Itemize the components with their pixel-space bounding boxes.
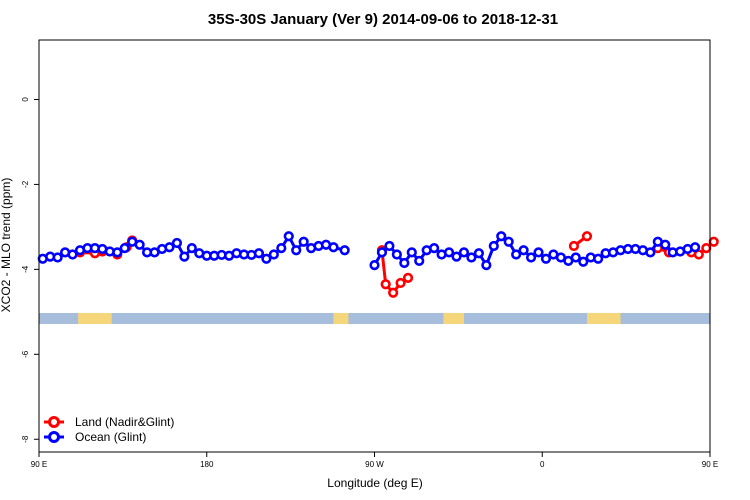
land-band-segment [443, 313, 464, 324]
data-point [52, 252, 63, 263]
y-axis: 0 -2 -4 -6 -8 [21, 97, 39, 443]
chart-title: 35S-30S January (Ver 9) 2014-09-06 to 20… [208, 11, 558, 28]
data-point [466, 252, 477, 263]
series-layer [37, 231, 719, 298]
data-point [488, 240, 499, 252]
data-point [399, 257, 410, 269]
data-point [186, 243, 197, 254]
data-point [429, 243, 440, 254]
x-tick-label: 0 [540, 460, 545, 469]
data-point [689, 242, 701, 253]
data-point [179, 251, 190, 262]
data-point [388, 287, 399, 298]
legend: Land (Nadir&Glint) Ocean (Glint) [44, 415, 174, 444]
y-tick-label: -4 [21, 265, 30, 273]
data-point [171, 237, 183, 249]
data-point [568, 240, 580, 252]
data-point [384, 240, 395, 252]
data-point [261, 253, 272, 264]
y-tick-label: -6 [21, 350, 30, 358]
data-point [511, 249, 522, 260]
data-point [701, 243, 712, 254]
land-band-segment [586, 313, 621, 324]
data-point [164, 242, 175, 253]
y-tick-label: -2 [21, 180, 30, 188]
data-point [451, 251, 462, 262]
y-axis-label: XCO2 - MLO trend (ppm) [0, 178, 13, 313]
y-tick-label: 0 [21, 97, 30, 102]
x-axis: 90 E 180 90 W 0 90 E [31, 452, 718, 469]
data-point [443, 247, 455, 258]
data-point [593, 253, 604, 264]
data-point [291, 245, 302, 256]
data-point [339, 245, 350, 256]
x-tick-label: 90 W [365, 460, 384, 469]
legend-land-label: Land (Nadir&Glint) [75, 415, 174, 429]
data-point [283, 231, 294, 242]
legend-ocean-label: Ocean (Glint) [75, 430, 146, 444]
data-point [112, 247, 123, 258]
data-point [253, 248, 265, 259]
x-tick-label: 180 [200, 460, 214, 469]
data-point [518, 245, 529, 256]
data-point [268, 249, 279, 260]
data-point [481, 260, 492, 271]
data-point [376, 247, 388, 258]
data-point [496, 231, 507, 242]
series-ocean [37, 231, 701, 271]
data-point [134, 239, 145, 250]
data-point [276, 243, 287, 254]
y-tick-label: -8 [21, 435, 30, 443]
data-point [645, 247, 656, 258]
data-point [540, 253, 552, 264]
data-point [119, 243, 130, 254]
land-band-segment [333, 313, 349, 324]
data-point [458, 247, 470, 258]
x-tick-label: 90 E [702, 460, 718, 469]
data-point [503, 236, 514, 247]
data-point [298, 236, 309, 247]
data-point [391, 249, 402, 260]
data-point [380, 279, 391, 290]
data-point [414, 255, 425, 266]
land-band-segment [78, 313, 112, 324]
data-point [473, 248, 484, 259]
data-point [581, 231, 593, 242]
x-axis-label: Longitude (deg E) [327, 476, 422, 490]
data-point [660, 239, 671, 250]
legend-ocean-marker [48, 431, 60, 443]
data-point [570, 252, 581, 263]
data-point [67, 249, 78, 260]
ocean-band [39, 313, 710, 324]
data-point [402, 272, 414, 283]
data-point [533, 247, 544, 258]
data-point [708, 236, 719, 247]
data-point [395, 277, 406, 289]
land-ocean-band [39, 313, 710, 324]
x-tick-label: 90 E [31, 460, 47, 469]
legend-land-marker [48, 416, 60, 428]
data-point [525, 252, 537, 263]
data-point [578, 256, 589, 267]
data-point [406, 247, 417, 258]
data-point [328, 242, 339, 253]
data-point [369, 260, 380, 271]
